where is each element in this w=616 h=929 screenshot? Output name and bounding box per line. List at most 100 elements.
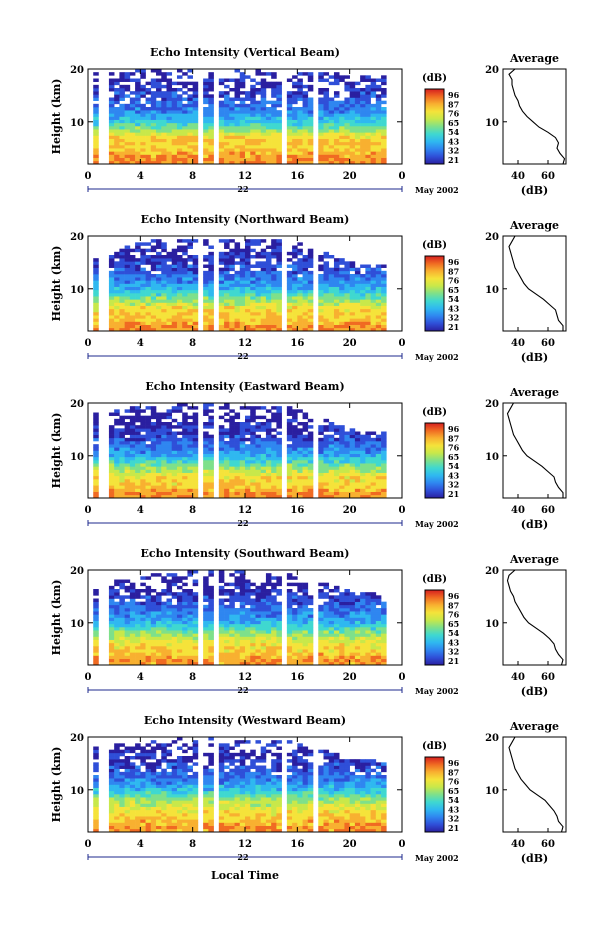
heatmap-cell <box>208 585 214 590</box>
heatmap-cell <box>124 611 131 615</box>
heatmap-cell <box>129 324 136 329</box>
heatmap-cell <box>333 661 340 666</box>
heatmap-cell <box>150 431 157 435</box>
heatmap-cell <box>323 466 330 470</box>
heatmap-cell <box>339 119 345 124</box>
heatmap-cell <box>218 623 225 628</box>
heatmap-cell <box>276 122 282 127</box>
heatmap-cell <box>156 611 162 615</box>
heatmap-cell <box>224 126 230 130</box>
heatmap-cell <box>229 431 235 435</box>
heatmap-cell <box>224 633 230 637</box>
heatmap-cell <box>318 646 324 650</box>
heatmap-cell <box>176 604 183 609</box>
colorbar-tick-label: 21 <box>448 489 459 499</box>
heatmap-cell <box>229 601 235 606</box>
heatmap-cell <box>150 415 157 420</box>
heatmap-cell <box>265 469 272 473</box>
heatmap-cell <box>307 116 314 120</box>
heatmap-cell <box>182 601 188 606</box>
heatmap-cell <box>171 636 178 640</box>
heatmap-cell <box>234 97 241 101</box>
heatmap-cell <box>302 116 309 120</box>
heatmap-cell <box>323 72 330 76</box>
heatmap-cell <box>108 611 115 615</box>
heatmap-cell <box>344 614 350 618</box>
heatmap-cell <box>171 138 178 143</box>
heatmap-cell <box>166 494 173 499</box>
heatmap-cell <box>129 592 136 596</box>
heatmap-cell <box>302 617 309 621</box>
heatmap-cell <box>234 248 241 253</box>
heatmap-cell <box>129 415 136 420</box>
heatmap-cell <box>119 321 125 325</box>
heatmap-cell <box>318 103 324 108</box>
heatmap-cell <box>129 154 136 158</box>
heatmap-cell <box>260 280 267 284</box>
heatmap-cell <box>161 491 167 496</box>
heatmap-cell <box>292 434 298 439</box>
heatmap-cell <box>135 630 141 634</box>
heatmap-cell <box>339 122 345 127</box>
heatmap-cell <box>276 248 282 253</box>
heatmap-cell <box>365 488 371 492</box>
heatmap-cell <box>129 582 136 587</box>
heatmap-cell <box>114 274 120 278</box>
heatmap-cell <box>145 242 152 246</box>
heatmap-cell <box>203 627 209 631</box>
heatmap-cell <box>328 103 335 108</box>
heatmap-cell <box>135 611 141 615</box>
heatmap-cell <box>292 491 298 496</box>
heatmap-cell <box>333 302 340 306</box>
heatmap-cell <box>286 157 293 162</box>
heatmap-cell <box>250 415 256 420</box>
heatmap-cell <box>260 463 267 467</box>
heatmap-cell <box>203 406 209 410</box>
heatmap-cell <box>250 318 256 322</box>
heatmap-cell <box>135 116 141 120</box>
heatmap-cell <box>349 469 356 473</box>
heatmap-cell <box>187 132 193 136</box>
heatmap-cell <box>124 94 131 98</box>
heatmap-cell <box>297 658 303 663</box>
heatmap-cell <box>119 639 125 644</box>
heatmap-cell <box>108 88 115 92</box>
heatmap-cell <box>292 488 298 492</box>
heatmap-cell <box>381 479 387 483</box>
heatmap-cell <box>218 308 225 313</box>
heatmap-cell <box>229 305 235 310</box>
heatmap-cell <box>150 485 157 489</box>
heatmap-cell <box>328 608 335 612</box>
heatmap-cell <box>255 482 261 486</box>
heatmap-cell <box>145 296 152 300</box>
heatmap-cell <box>271 119 277 124</box>
heatmap-cell <box>161 611 167 615</box>
heatmap-cell <box>271 327 277 332</box>
heatmap-cell <box>161 100 167 105</box>
heatmap-cell <box>140 444 146 448</box>
heatmap-cell <box>224 157 230 162</box>
heatmap-cell <box>192 441 199 445</box>
heatmap-cell <box>135 437 141 442</box>
heatmap-cell <box>156 466 162 470</box>
heatmap-cell <box>166 296 173 300</box>
heatmap-cell <box>176 122 183 127</box>
heatmap-cell <box>349 126 356 130</box>
heatmap-cell <box>135 129 141 133</box>
heatmap-cell <box>260 286 267 291</box>
heatmap-cell <box>176 296 183 300</box>
heatmap-cell <box>234 415 241 420</box>
heatmap-cell <box>318 321 324 325</box>
heatmap-cell <box>93 623 99 628</box>
heatmap-cell <box>124 299 131 303</box>
heatmap-cell <box>323 154 330 158</box>
heatmap-cell <box>245 239 251 243</box>
heatmap-cell <box>292 145 298 149</box>
heatmap-cell <box>187 315 193 319</box>
heatmap-cell <box>292 148 298 152</box>
y-axis-label: Height (km) <box>50 79 63 155</box>
heatmap-cell <box>271 428 277 432</box>
heatmap-cell <box>370 293 377 297</box>
heatmap-cell <box>271 84 277 89</box>
heatmap-cell <box>276 409 282 413</box>
